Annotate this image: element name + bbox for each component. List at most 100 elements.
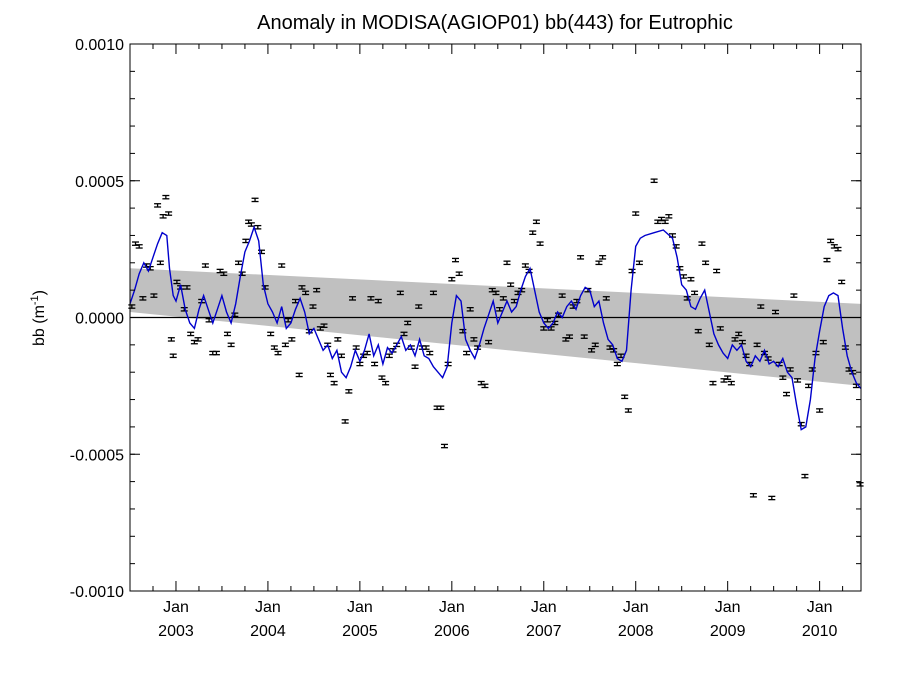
errorbar-point <box>496 307 504 312</box>
errorbar-point <box>661 219 669 225</box>
errorbar-point <box>536 241 544 246</box>
errorbar-point <box>440 443 448 449</box>
errorbar-point <box>330 380 338 386</box>
errorbar-point <box>588 348 596 353</box>
errorbar-point <box>716 326 724 331</box>
smoothed-anomaly-series <box>129 225 862 431</box>
errorbar-point <box>735 331 743 337</box>
errorbar-point <box>183 285 191 290</box>
errorbar-point <box>602 296 610 301</box>
errorbar-point <box>367 296 375 301</box>
smoothed-anomaly-line <box>129 225 862 431</box>
errorbar-point <box>786 367 794 372</box>
errorbar-point <box>187 331 195 337</box>
errorbar-point <box>374 298 382 304</box>
errorbar-point <box>302 290 310 296</box>
y-axis-ticks: 0.0010 0.0005 0.0000 -0.0005 -0.0010 <box>70 37 861 601</box>
errorbar-point <box>834 246 842 252</box>
x-tick-label-year: 2007 <box>526 623 562 640</box>
errorbar-point <box>415 304 423 309</box>
errorbar-point <box>481 383 489 389</box>
errorbar-point <box>385 353 393 359</box>
errorbar-point <box>613 361 621 367</box>
x-tick-label-year: 2004 <box>250 623 286 640</box>
errorbar-point <box>313 287 321 293</box>
errorbar-point <box>270 345 278 350</box>
errorbar-point <box>227 342 235 348</box>
errorbar-point <box>220 271 228 277</box>
errorbar-point <box>724 375 732 380</box>
errorbar-point <box>801 473 809 479</box>
errorbar-point <box>827 238 835 244</box>
errorbar-point <box>162 194 170 200</box>
errorbar-point <box>165 211 173 216</box>
errorbar-point <box>382 380 390 386</box>
errorbar-point <box>856 482 864 487</box>
errorbar-point <box>212 350 220 356</box>
x-tick-label-year: 2005 <box>342 623 378 640</box>
y-tick-label: -0.0005 <box>70 447 124 464</box>
errorbar-point <box>558 293 566 298</box>
errorbar-point <box>691 290 699 296</box>
errorbar-point <box>580 334 588 339</box>
y-axis-label: bb (m-1) <box>29 290 48 346</box>
errorbar-point <box>247 222 255 227</box>
x-tick-label-month: Jan <box>807 599 833 616</box>
errorbar-point <box>422 345 430 350</box>
x-tick-label-year: 2009 <box>710 623 746 640</box>
errorbar-point <box>345 389 353 394</box>
errorbar-point <box>452 257 460 263</box>
uncertainty-band-layer <box>130 268 861 386</box>
errorbar-point <box>753 342 761 348</box>
errorbar-point <box>437 405 445 411</box>
x-tick-label-month: Jan <box>531 599 557 616</box>
errorbar-point <box>628 268 636 274</box>
errorbar-point <box>727 380 735 386</box>
x-tick-label-year: 2008 <box>618 623 654 640</box>
errorbar-point <box>154 203 162 208</box>
errorbar-point <box>261 285 269 290</box>
errorbar-point <box>852 383 860 389</box>
errorbar-point <box>429 290 437 296</box>
errorbar-point <box>139 296 147 301</box>
errorbar-point <box>547 326 555 331</box>
errorbar-point <box>320 323 328 328</box>
errorbar-point <box>150 293 158 298</box>
x-tick-label-month: Jan <box>715 599 741 616</box>
errorbar-point <box>783 391 791 397</box>
errorbar-point <box>768 495 776 501</box>
errorbar-point <box>521 263 529 268</box>
errorbar-point <box>251 197 259 203</box>
errorbar-point <box>790 293 798 298</box>
x-axis-ticks: Jan 2003 Jan 2004 Jan 2005 Jan 2006 Jan 2007 Jan 20… <box>129 44 844 640</box>
errorbar-point <box>702 260 710 266</box>
errorbar-point <box>529 230 537 236</box>
y-tick-label: 0.0000 <box>75 311 124 328</box>
errorbar-point <box>267 331 275 337</box>
errorbar-point <box>169 353 177 359</box>
errorbar-point <box>771 309 779 315</box>
errorbar-point <box>337 353 345 359</box>
x-tick-label-year: 2006 <box>434 623 470 640</box>
errorbar-point <box>595 260 603 266</box>
errorbar-point <box>448 276 456 282</box>
y-tick-label: 0.0005 <box>75 174 124 191</box>
x-tick-label-year: 2003 <box>158 623 194 640</box>
errorbar-point <box>371 361 379 367</box>
errorbar-point <box>295 372 303 378</box>
errorbar-point <box>284 317 292 323</box>
errorbar-point <box>298 285 306 290</box>
errorbar-point <box>223 331 231 337</box>
errorbar-point <box>698 241 706 246</box>
errorbar-point <box>543 317 551 323</box>
errorbar-point <box>396 290 404 296</box>
errorbar-point <box>194 337 202 342</box>
errorbar-point <box>687 276 695 282</box>
errorbar-point <box>731 337 739 342</box>
x-tick-label-month: Jan <box>623 599 649 616</box>
errorbar-point <box>352 345 360 350</box>
errorbar-point <box>797 421 805 427</box>
errorbar-point <box>156 260 164 266</box>
errorbar-point <box>632 211 640 216</box>
